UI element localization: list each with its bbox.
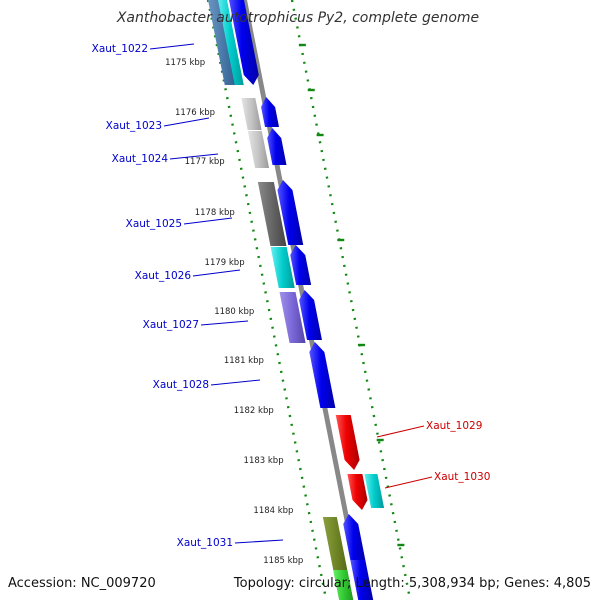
gene-leader-line [169, 153, 219, 160]
kbp-tick-label: 1178 kbp [195, 208, 235, 218]
gene-leader-line [163, 117, 210, 127]
gene-leader-line [149, 43, 195, 50]
cds-arrow-1031[interactable] [343, 514, 366, 560]
cog-block-1022b[interactable] [217, 0, 244, 85]
gene-leader-line [234, 539, 284, 544]
gene-label[interactable]: Xaut_1031 [177, 537, 233, 549]
gene-label[interactable]: Xaut_1026 [135, 270, 192, 282]
cds-arrow-1026[interactable] [290, 245, 312, 285]
kbp-tick-label: 1185 kbp [263, 556, 303, 566]
cog-block-1022[interactable] [207, 0, 238, 85]
gene-label[interactable]: Xaut_1023 [106, 120, 162, 132]
gene-leader-line [376, 425, 425, 438]
cds-arrow-1025[interactable] [277, 180, 304, 245]
gene-label[interactable]: Xaut_1022 [92, 43, 148, 55]
cog-block-1023[interactable] [241, 98, 262, 130]
cog-block-1030[interactable] [364, 474, 385, 508]
cds-arrow-1027[interactable] [299, 290, 322, 340]
cog-block-1026[interactable] [270, 247, 295, 288]
cds-arrow-1029[interactable] [335, 415, 360, 470]
tracks [186, 0, 444, 600]
cog-block-1024[interactable] [247, 131, 270, 168]
kbp-tick-label: 1182 kbp [234, 406, 274, 416]
cds-arrow-1028[interactable] [309, 342, 336, 408]
forward-lane [186, 0, 366, 600]
cds-arrow-1023[interactable] [261, 97, 280, 127]
accession-text: Accession: NC_009720 [8, 576, 156, 591]
kbp-tick-label: 1176 kbp [175, 108, 215, 118]
cog-block-1031b[interactable] [333, 570, 354, 600]
kbp-tick-label: 1177 kbp [185, 157, 225, 167]
kbp-tick-label: 1181 kbp [224, 356, 264, 366]
gene-labels: 1175 kbp 1176 kbp 1177 kbp 1178 kbp 1179 kbp… [92, 43, 491, 566]
kbp-tick-label: 1175 kbp [165, 58, 205, 68]
gene-label[interactable]: Xaut_1030 [434, 471, 490, 483]
cds-arrow-1022[interactable] [228, 0, 259, 85]
kbp-tick-label: 1180 kbp [214, 307, 254, 317]
map-title: Xanthobacter autotrophicus Py2, complete… [116, 10, 479, 26]
kbp-tick-label: 1184 kbp [253, 506, 293, 516]
kbp-tick-label: 1179 kbp [205, 258, 245, 268]
gene-label[interactable]: Xaut_1028 [153, 379, 209, 391]
cds-arrow-1031b[interactable] [350, 560, 374, 600]
gene-leader-line [210, 379, 261, 386]
gene-label[interactable]: Xaut_1025 [126, 218, 182, 230]
gene-label[interactable]: Xaut_1027 [143, 319, 199, 331]
gene-leader-line [384, 476, 433, 489]
gene-leader-line [200, 320, 249, 326]
cds-arrow-1024[interactable] [267, 128, 287, 165]
cog-block-1027[interactable] [279, 292, 306, 343]
reverse-lane [246, 0, 444, 600]
cds-arrow-1030[interactable] [347, 474, 368, 510]
cog-block-1025[interactable] [257, 182, 287, 246]
gene-label[interactable]: Xaut_1029 [426, 420, 482, 432]
topology-text: Topology: circular; Length: 5,308,934 bp… [233, 576, 591, 591]
kbp-tick-label: 1183 kbp [244, 456, 284, 466]
gene-label[interactable]: Xaut_1024 [112, 153, 169, 165]
gene-leader-line [183, 217, 233, 225]
gene-leader-line [192, 269, 241, 277]
